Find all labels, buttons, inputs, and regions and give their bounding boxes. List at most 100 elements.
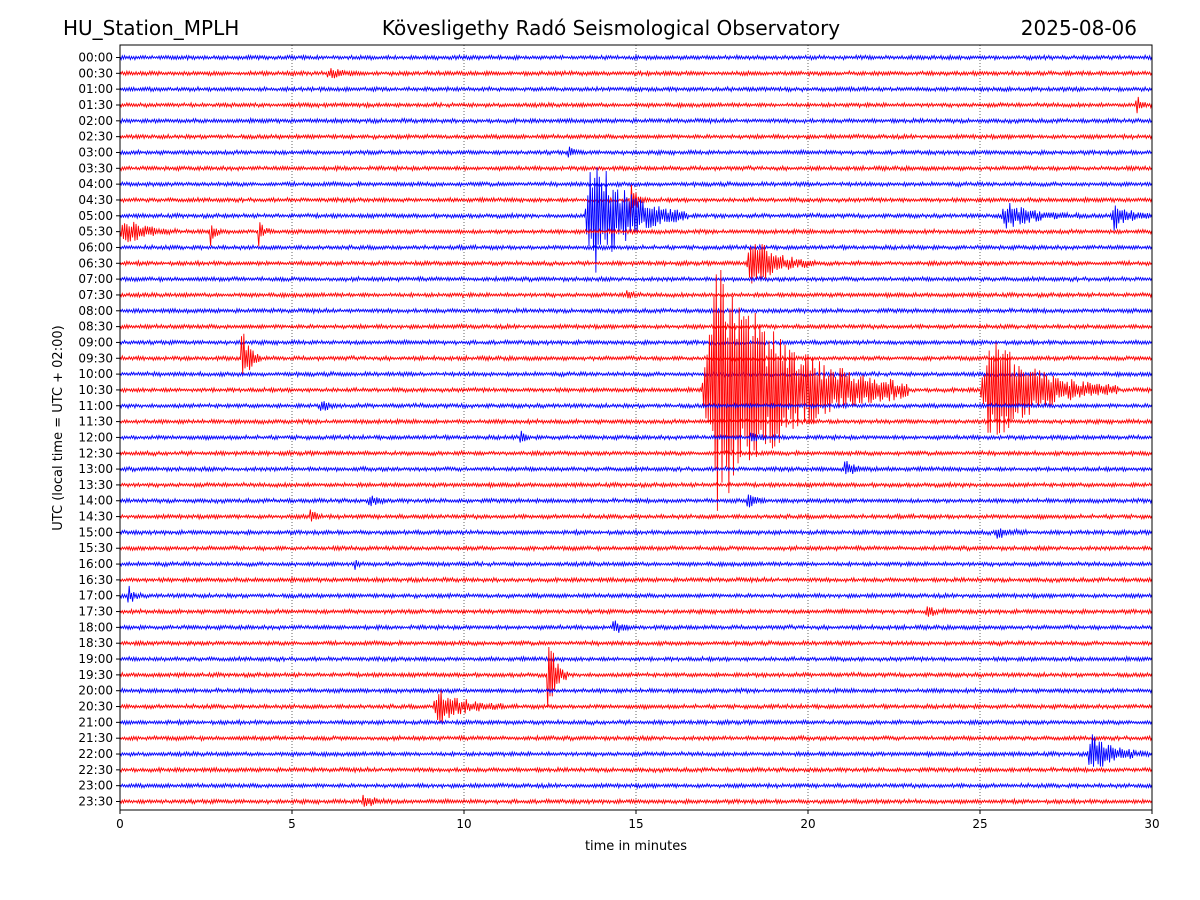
y-tick-label: 22:30 bbox=[78, 763, 113, 777]
y-tick-label: 13:30 bbox=[78, 478, 113, 492]
trace-1230 bbox=[119, 449, 1153, 458]
trace-0630 bbox=[119, 244, 1153, 284]
y-tick-label: 06:00 bbox=[78, 240, 113, 254]
x-tick-label: 5 bbox=[288, 817, 296, 831]
y-tick-label: 23:00 bbox=[78, 779, 113, 793]
trace-1730 bbox=[119, 606, 1153, 617]
trace-2100 bbox=[119, 718, 1153, 727]
y-tick-label: 12:00 bbox=[78, 430, 113, 444]
y-tick-label: 10:30 bbox=[78, 383, 113, 397]
y-tick-label: 05:00 bbox=[78, 209, 113, 223]
y-tick-label: 21:30 bbox=[78, 731, 113, 745]
y-tick-label: 19:30 bbox=[78, 668, 113, 682]
trace-0700 bbox=[119, 275, 1153, 284]
trace-1200 bbox=[119, 430, 1153, 443]
trace-0400 bbox=[119, 180, 1153, 189]
y-tick-label: 07:00 bbox=[78, 272, 113, 286]
seismic-traces bbox=[119, 53, 1153, 807]
trace-2330 bbox=[119, 794, 1153, 807]
trace-1330 bbox=[119, 480, 1153, 489]
x-axis-label: time in minutes bbox=[585, 839, 687, 854]
trace-0500 bbox=[119, 167, 1153, 273]
trace-0830 bbox=[119, 322, 1153, 331]
y-tick-label: 03:00 bbox=[78, 145, 113, 159]
trace-1130 bbox=[119, 417, 1153, 426]
y-tick-label: 13:00 bbox=[78, 462, 113, 476]
trace-1000 bbox=[119, 370, 1153, 379]
y-tick-label: 20:00 bbox=[78, 684, 113, 698]
x-tick-label: 10 bbox=[456, 817, 471, 831]
trace-1930 bbox=[119, 646, 1153, 708]
trace-1400 bbox=[119, 494, 1153, 508]
y-tick-label: 01:30 bbox=[78, 98, 113, 112]
trace-2130 bbox=[119, 734, 1153, 743]
y-tick-label: 08:00 bbox=[78, 304, 113, 318]
x-tick-label: 15 bbox=[628, 817, 643, 831]
trace-1600 bbox=[119, 559, 1153, 570]
y-tick-label: 17:00 bbox=[78, 589, 113, 603]
trace-1300 bbox=[119, 460, 1153, 475]
y-tick-label: 18:30 bbox=[78, 636, 113, 650]
y-tick-label: 16:30 bbox=[78, 573, 113, 587]
y-tick-label: 20:30 bbox=[78, 700, 113, 714]
y-tick-label: 14:00 bbox=[78, 494, 113, 508]
y-tick-label: 09:00 bbox=[78, 335, 113, 349]
x-tick-label: 0 bbox=[116, 817, 124, 831]
y-tick-label: 10:00 bbox=[78, 367, 113, 381]
y-tick-label: 00:30 bbox=[78, 66, 113, 80]
y-tick-label: 03:30 bbox=[78, 161, 113, 175]
trace-2000 bbox=[119, 686, 1153, 695]
trace-0330 bbox=[119, 164, 1153, 173]
y-tick-label: 04:30 bbox=[78, 193, 113, 207]
trace-0230 bbox=[119, 132, 1153, 141]
x-tick-label: 30 bbox=[1144, 817, 1159, 831]
y-tick-label: 12:30 bbox=[78, 446, 113, 460]
trace-0530 bbox=[119, 221, 1153, 247]
trace-0900 bbox=[119, 338, 1153, 347]
station-name: HU_Station_MPLH bbox=[63, 16, 240, 40]
y-tick-label: 09:30 bbox=[78, 351, 113, 365]
y-tick-label: 02:30 bbox=[78, 130, 113, 144]
x-tick-label: 25 bbox=[972, 817, 987, 831]
trace-0200 bbox=[119, 116, 1153, 125]
trace-0300 bbox=[119, 146, 1153, 158]
y-tick-label: 08:30 bbox=[78, 320, 113, 334]
chart-date: 2025-08-06 bbox=[1020, 16, 1137, 40]
trace-0930 bbox=[119, 333, 1153, 375]
y-tick-label: 00:00 bbox=[78, 51, 113, 65]
y-tick-label: 18:00 bbox=[78, 620, 113, 634]
y-tick-label: 23:30 bbox=[78, 795, 113, 809]
trace-1800 bbox=[119, 620, 1153, 633]
y-tick-label: 14:30 bbox=[78, 510, 113, 524]
grid-lines bbox=[291, 45, 981, 810]
y-tick-label: 05:30 bbox=[78, 225, 113, 239]
trace-0800 bbox=[119, 306, 1153, 315]
y-tick-label: 17:30 bbox=[78, 605, 113, 619]
trace-1530 bbox=[119, 544, 1153, 553]
y-tick-label: 19:00 bbox=[78, 652, 113, 666]
trace-1500 bbox=[119, 527, 1153, 539]
trace-2200 bbox=[119, 734, 1153, 767]
trace-1430 bbox=[119, 509, 1153, 522]
y-tick-label: 22:00 bbox=[78, 747, 113, 761]
trace-1900 bbox=[119, 654, 1153, 663]
y-tick-label: 15:00 bbox=[78, 525, 113, 539]
y-tick-label: 11:30 bbox=[78, 415, 113, 429]
trace-1830 bbox=[119, 639, 1153, 648]
trace-0130 bbox=[119, 96, 1153, 114]
trace-0030 bbox=[119, 68, 1153, 79]
y-tick-label: 06:30 bbox=[78, 256, 113, 270]
y-tick-label: 04:00 bbox=[78, 177, 113, 191]
trace-0430 bbox=[119, 184, 1153, 218]
x-tick-label: 20 bbox=[800, 817, 815, 831]
x-axis-ticks: 0 5 10 15 20 25 30 bbox=[116, 810, 1160, 831]
trace-0600 bbox=[119, 243, 1153, 252]
trace-1100 bbox=[119, 401, 1153, 411]
trace-2030 bbox=[119, 690, 1153, 724]
y-tick-label: 15:30 bbox=[78, 541, 113, 555]
trace-0730 bbox=[119, 290, 1153, 300]
y-tick-label: 07:30 bbox=[78, 288, 113, 302]
trace-1700 bbox=[119, 585, 1153, 603]
